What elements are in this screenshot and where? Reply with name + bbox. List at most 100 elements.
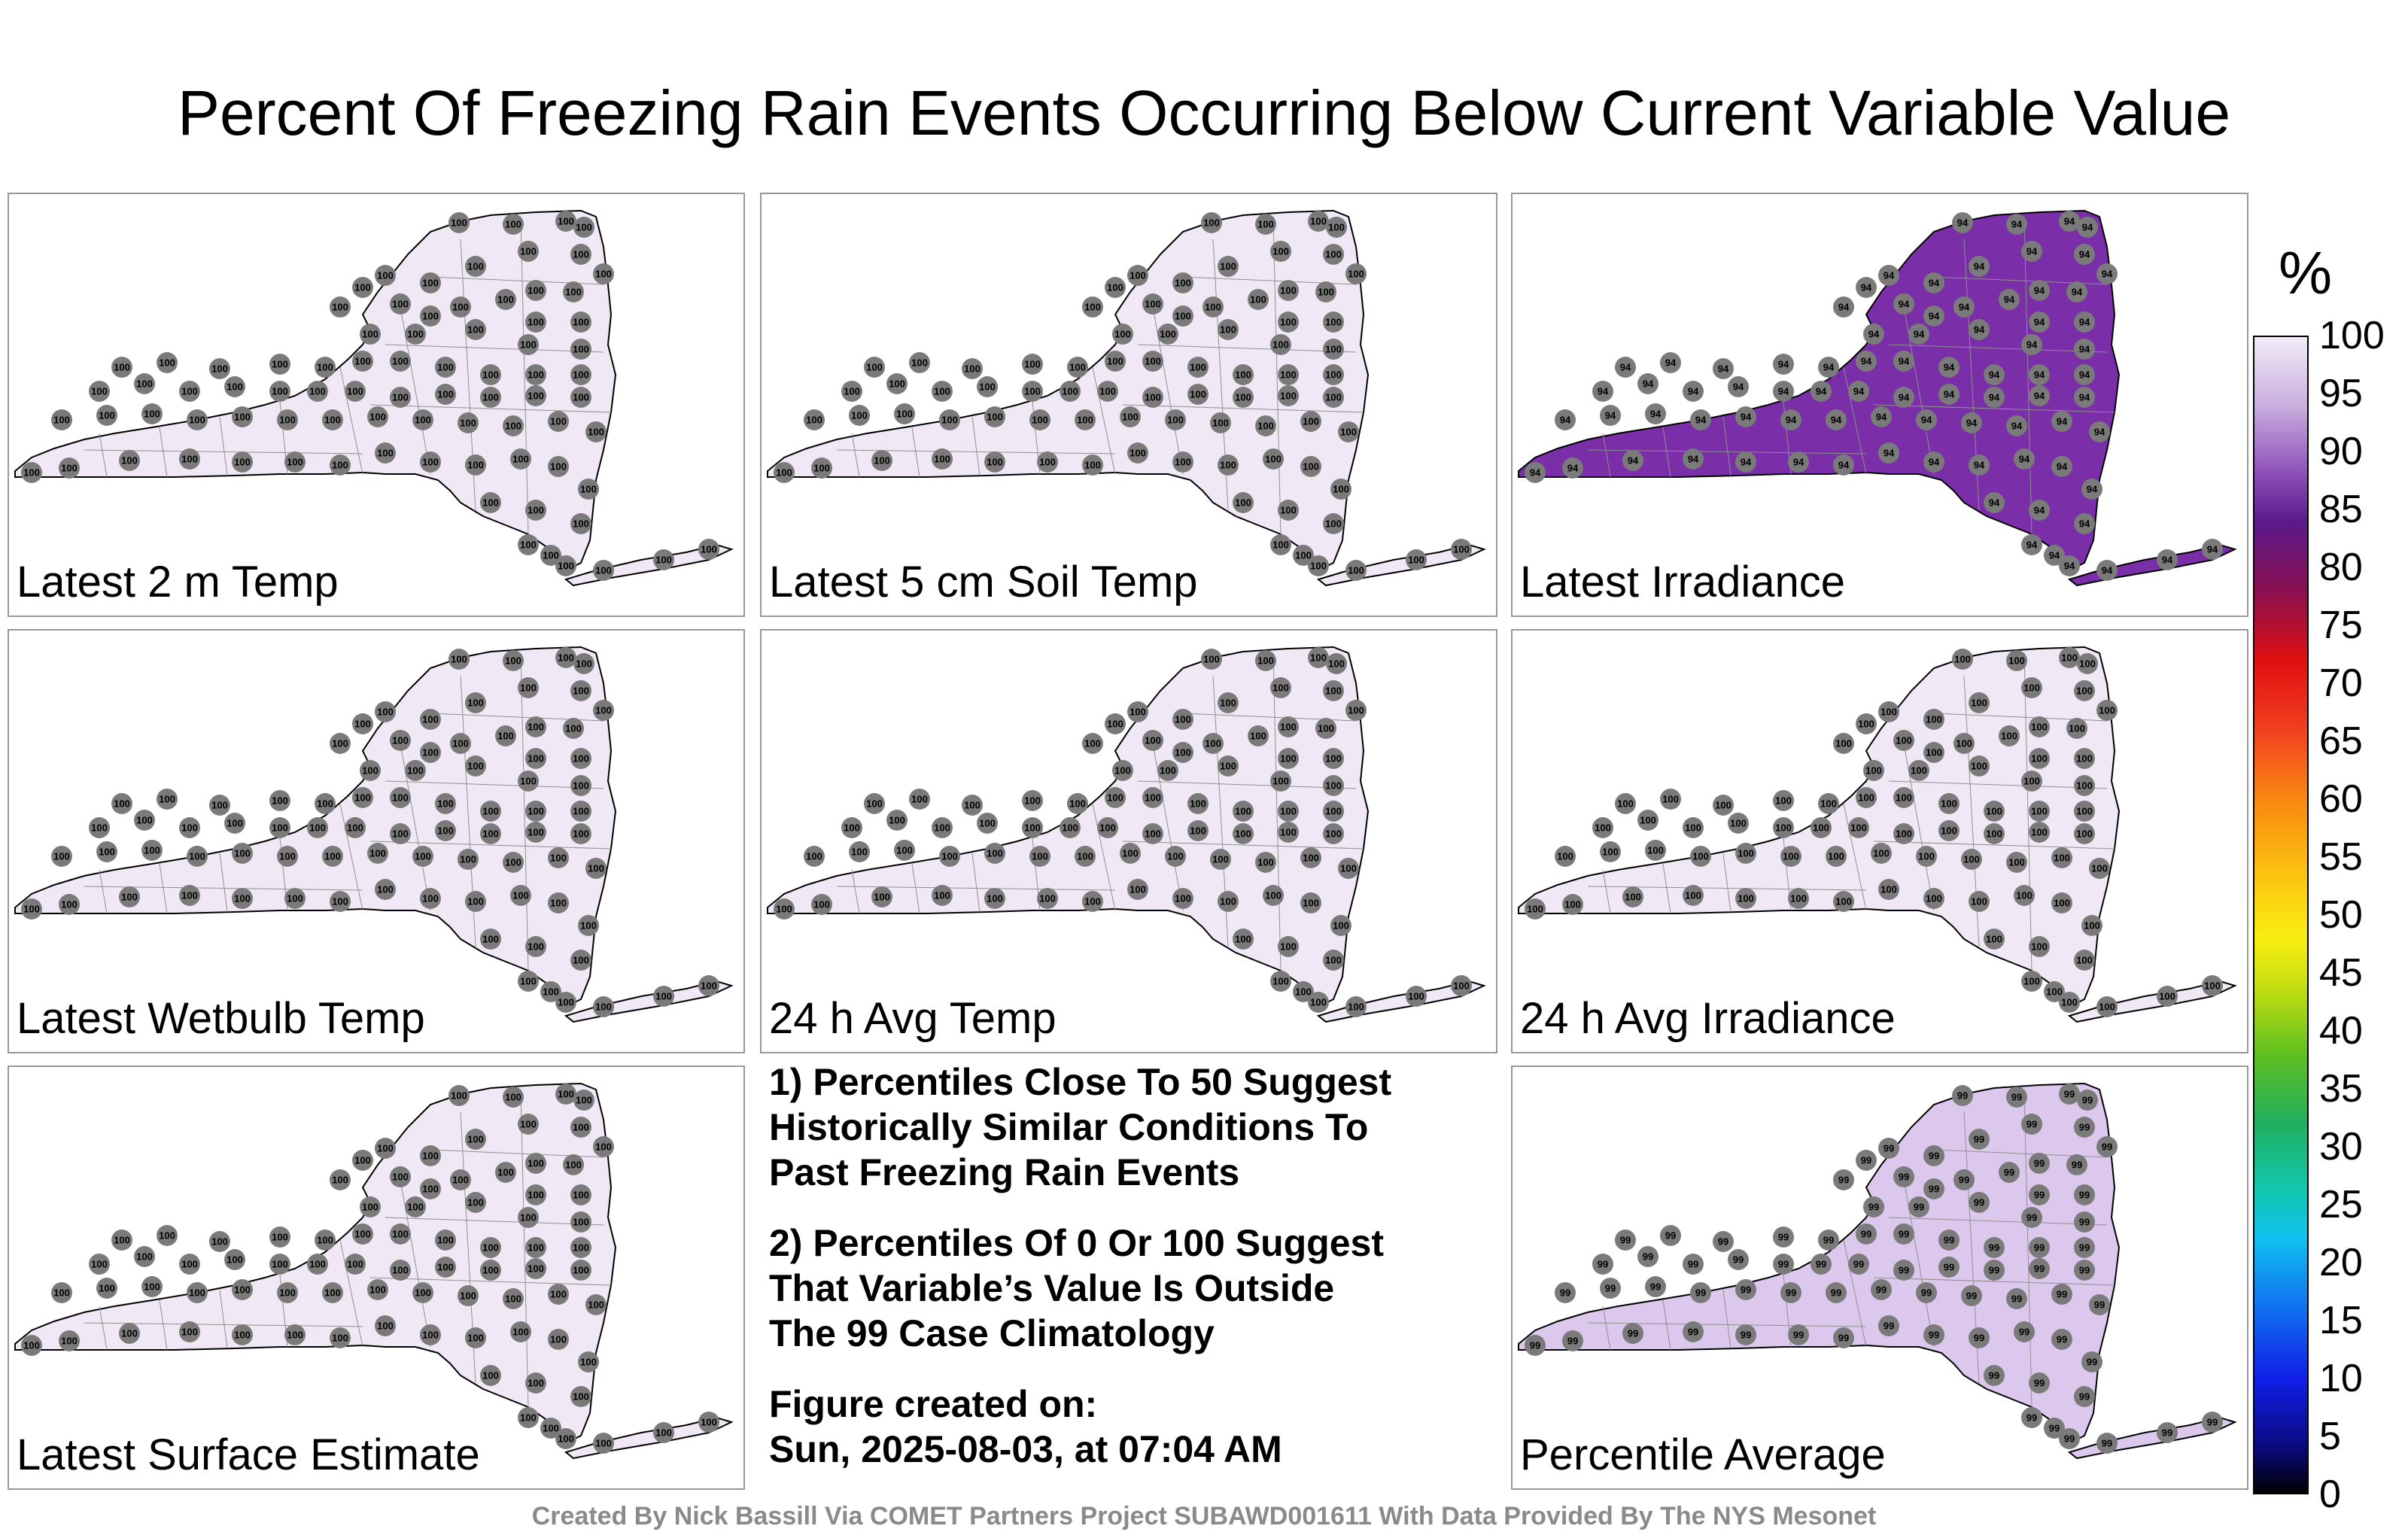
station-value: 94 bbox=[1974, 324, 1985, 336]
station-marker: 99 bbox=[2029, 1153, 2050, 1174]
station-dot bbox=[2029, 1153, 2050, 1174]
station-marker: 99 bbox=[2014, 1321, 2035, 1342]
station-marker: 100 bbox=[804, 846, 825, 867]
station-marker: 100 bbox=[465, 1129, 486, 1150]
station-dot bbox=[774, 462, 795, 483]
station-value: 100 bbox=[1295, 986, 1312, 998]
station-value: 100 bbox=[234, 457, 251, 468]
station-dot bbox=[1345, 700, 1367, 721]
station-marker: 100 bbox=[134, 1246, 155, 1267]
station-marker: 100 bbox=[1105, 787, 1126, 808]
station-dot bbox=[1060, 817, 1081, 838]
colorbar-tick-label: 80 bbox=[2319, 546, 2363, 589]
station-value: 100 bbox=[1272, 776, 1289, 787]
station-value: 99 bbox=[2087, 1357, 2097, 1368]
station-dot bbox=[510, 448, 531, 470]
station-dot bbox=[1713, 358, 1734, 379]
station-marker: 100 bbox=[2044, 981, 2065, 1002]
station-dot bbox=[1157, 760, 1178, 781]
station-dot bbox=[1300, 847, 1321, 868]
station-marker: 100 bbox=[1848, 817, 1869, 838]
station-value: 100 bbox=[422, 893, 439, 904]
station-dot bbox=[322, 846, 343, 867]
station-value: 100 bbox=[61, 1336, 78, 1347]
station-value: 100 bbox=[1408, 555, 1424, 566]
station-marker: 100 bbox=[2014, 885, 2035, 906]
station-dot bbox=[1780, 409, 1801, 430]
station-value: 100 bbox=[1122, 848, 1139, 859]
station-marker: 100 bbox=[269, 817, 290, 838]
station-marker: 94 bbox=[1923, 272, 1944, 293]
station-value: 100 bbox=[813, 899, 830, 910]
station-dot bbox=[1645, 403, 1666, 424]
station-marker: 100 bbox=[141, 403, 163, 424]
station-dot bbox=[232, 406, 253, 427]
station-dot bbox=[1773, 790, 1794, 811]
station-marker: 100 bbox=[420, 451, 441, 473]
station-value: 100 bbox=[896, 845, 913, 856]
station-value: 99 bbox=[1838, 1333, 1849, 1344]
station-value: 94 bbox=[2034, 505, 2045, 516]
station-value: 100 bbox=[595, 1438, 612, 1449]
station-value: 100 bbox=[1348, 269, 1364, 280]
station-marker: 100 bbox=[555, 1428, 576, 1449]
county-border bbox=[159, 427, 168, 478]
colorbar-tick-label: 55 bbox=[2319, 835, 2363, 879]
station-marker: 100 bbox=[390, 387, 411, 408]
station-dot bbox=[1029, 846, 1050, 867]
station-value: 100 bbox=[309, 1259, 326, 1270]
station-marker: 100 bbox=[1127, 879, 1148, 900]
station-marker: 100 bbox=[525, 936, 546, 957]
station-dot bbox=[1916, 1282, 1937, 1303]
station-dot bbox=[909, 789, 930, 810]
county-border bbox=[1137, 344, 1357, 353]
station-value: 100 bbox=[1145, 392, 1161, 403]
station-marker: 100 bbox=[448, 212, 470, 233]
station-dot bbox=[1326, 653, 1347, 674]
station-marker: 99 bbox=[1735, 1279, 1756, 1300]
station-marker: 99 bbox=[2044, 1418, 2065, 1439]
station-dot bbox=[1315, 718, 1336, 739]
station-dot bbox=[1330, 915, 1351, 936]
station-value: 100 bbox=[114, 798, 130, 810]
station-dot bbox=[209, 358, 230, 379]
station-dot bbox=[89, 817, 110, 838]
station-value: 100 bbox=[324, 1287, 341, 1299]
station-marker: 100 bbox=[1278, 364, 1299, 385]
station-dot bbox=[111, 357, 132, 378]
station-value: 100 bbox=[1775, 795, 1792, 807]
station-dot bbox=[570, 950, 591, 971]
station-marker: 94 bbox=[2029, 280, 2050, 301]
station-value: 100 bbox=[565, 723, 582, 734]
station-marker: 94 bbox=[1713, 358, 1734, 379]
station-dot bbox=[1037, 451, 1058, 473]
station-value: 100 bbox=[467, 761, 484, 772]
station-marker: 100 bbox=[458, 412, 479, 433]
station-dot bbox=[179, 1254, 200, 1275]
station-marker: 100 bbox=[315, 357, 336, 378]
station-marker: 100 bbox=[322, 846, 343, 867]
station-marker: 99 bbox=[2029, 1372, 2050, 1394]
station-dot bbox=[1908, 324, 1929, 345]
station-dot bbox=[367, 1279, 388, 1300]
station-dot bbox=[480, 364, 501, 385]
station-value: 100 bbox=[189, 851, 205, 862]
station-value: 100 bbox=[1835, 896, 1852, 907]
station-marker: 99 bbox=[2096, 1136, 2118, 1157]
station-marker: 100 bbox=[179, 1321, 200, 1342]
station-marker: 100 bbox=[503, 1288, 524, 1309]
station-marker: 100 bbox=[573, 217, 594, 238]
station-value: 100 bbox=[1325, 685, 1342, 697]
station-value: 100 bbox=[520, 976, 537, 987]
station-dot bbox=[1660, 352, 1681, 373]
station-value: 100 bbox=[550, 853, 567, 864]
station-marker: 100 bbox=[1157, 324, 1178, 345]
station-value: 100 bbox=[1220, 460, 1236, 471]
station-dot bbox=[1923, 451, 1944, 473]
station-marker: 100 bbox=[1984, 823, 2005, 844]
station-marker: 100 bbox=[390, 293, 411, 315]
station-value: 100 bbox=[1280, 317, 1297, 328]
station-value: 100 bbox=[776, 904, 792, 915]
station-marker: 100 bbox=[570, 680, 591, 701]
station-marker: 94 bbox=[2059, 211, 2080, 232]
